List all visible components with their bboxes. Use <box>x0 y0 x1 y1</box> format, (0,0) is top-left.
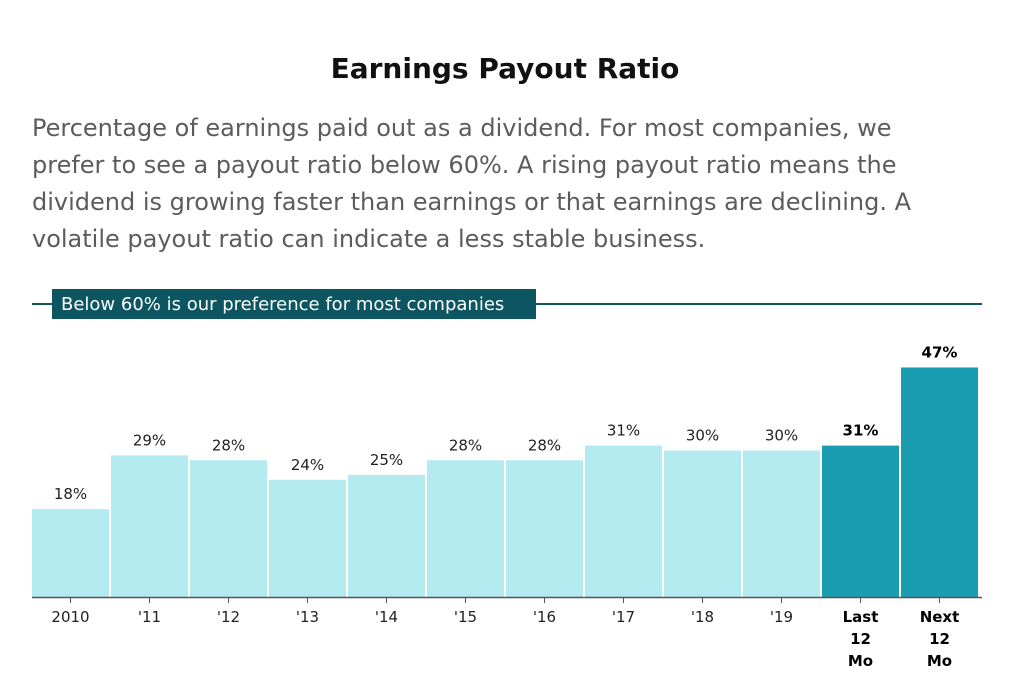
x-tick-label-line: 12 <box>850 630 871 648</box>
bar <box>190 460 267 597</box>
x-tick-label: 2010 <box>51 608 89 626</box>
x-tick-label: '19 <box>770 608 793 626</box>
x-tick-label: Next 12 Mo <box>920 608 960 670</box>
bar <box>822 445 899 597</box>
x-tick-label-line: '18 <box>691 608 714 626</box>
data-label: 31% <box>607 422 640 440</box>
bar <box>348 474 425 597</box>
bar <box>506 460 583 597</box>
bar <box>427 460 504 597</box>
data-label: 28% <box>528 436 561 454</box>
bar <box>901 367 978 597</box>
subtitle-line: volatile payout ratio can indicate a les… <box>32 225 706 253</box>
x-tick-label: '16 <box>533 608 556 626</box>
data-label: 30% <box>765 427 798 445</box>
bar <box>664 450 741 597</box>
x-tick-label: '18 <box>691 608 714 626</box>
subtitle-line: dividend is growing faster than earnings… <box>32 188 912 216</box>
x-tick-label-line: Mo <box>927 652 952 670</box>
data-label: 29% <box>133 431 166 449</box>
x-tick-label-line: '12 <box>217 608 240 626</box>
x-tick-label-line: 2010 <box>51 608 89 626</box>
bar <box>32 509 109 597</box>
x-tick-label-line: Next <box>920 608 960 626</box>
x-tick-label: '14 <box>375 608 398 626</box>
x-tick-label-line: '13 <box>296 608 319 626</box>
data-label: 30% <box>686 427 719 445</box>
data-label: 28% <box>212 436 245 454</box>
x-tick-label-line: '14 <box>375 608 398 626</box>
chart-subtitle: Percentage of earnings paid out as a div… <box>32 110 982 258</box>
subtitle-line: prefer to see a payout ratio below 60%. … <box>32 151 897 179</box>
bar <box>111 455 188 597</box>
data-label: 25% <box>370 451 403 469</box>
bar <box>743 450 820 597</box>
x-tick-label-line: '16 <box>533 608 556 626</box>
x-tick-label: '13 <box>296 608 319 626</box>
x-tick-label: '12 <box>217 608 240 626</box>
x-tick-label: '15 <box>454 608 477 626</box>
x-tick-label-line: '19 <box>770 608 793 626</box>
x-tick-label: '17 <box>612 608 635 626</box>
x-tick-label: Last 12 Mo <box>843 608 879 670</box>
data-label: 47% <box>922 343 958 361</box>
x-tick-label-line: 12 <box>929 630 950 648</box>
data-label: 24% <box>291 456 324 474</box>
bar <box>585 445 662 597</box>
x-tick-label-line: '17 <box>612 608 635 626</box>
chart-title: Earnings Payout Ratio <box>330 52 680 85</box>
data-label: 18% <box>54 485 87 503</box>
reference-label: Below 60% is our preference for most com… <box>61 294 504 315</box>
data-label: 28% <box>449 436 482 454</box>
data-label: 31% <box>843 422 879 440</box>
bar <box>269 479 346 597</box>
subtitle-line: Percentage of earnings paid out as a div… <box>32 114 892 142</box>
x-tick-label-line: '11 <box>138 608 161 626</box>
x-tick-label-line: Mo <box>848 652 873 670</box>
x-tick-label: '11 <box>138 608 161 626</box>
x-tick-label-line: Last <box>843 608 879 626</box>
reference-label-box <box>52 289 536 319</box>
x-tick-label-line: '15 <box>454 608 477 626</box>
